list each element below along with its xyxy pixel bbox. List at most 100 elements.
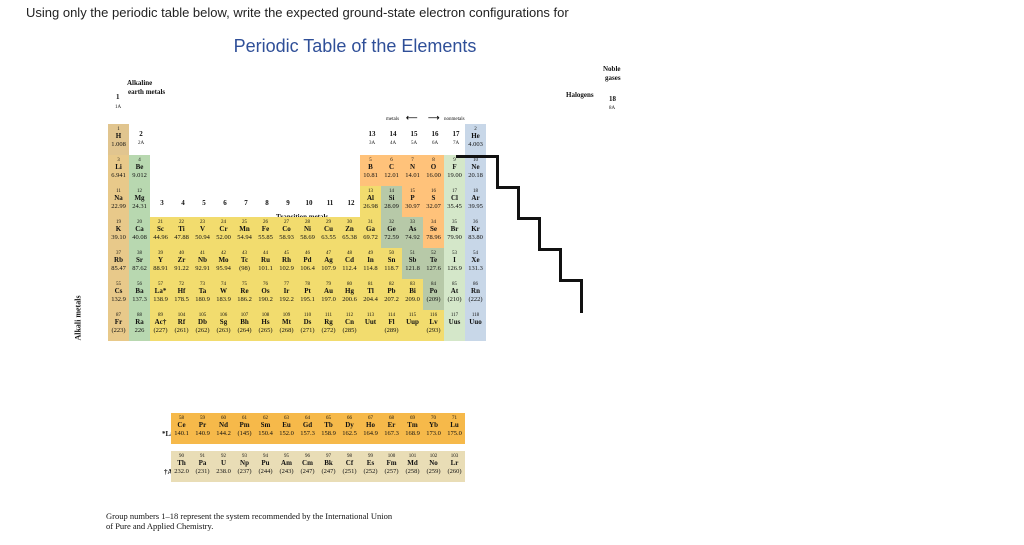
atomic-mass: 144.2: [216, 430, 231, 437]
element-symbol: Db: [198, 318, 207, 326]
atomic-number: 51: [410, 251, 415, 256]
group-number: 10: [305, 199, 313, 207]
atomic-number: 107: [240, 313, 249, 318]
atomic-number: 49: [368, 251, 373, 256]
element-symbol: Nd: [219, 421, 228, 429]
atomic-number: 59: [200, 416, 205, 421]
atomic-number: 18: [473, 189, 478, 194]
element-cell-tl: 81 Tl 204.4: [360, 279, 381, 310]
element-cell-pm: 61 Pm (145): [234, 413, 255, 444]
element-symbol: Dy: [345, 421, 354, 429]
atomic-number: 102: [429, 454, 438, 459]
element-cell-n: 7 N 14.01: [402, 155, 423, 186]
atomic-mass: 92.91: [195, 265, 210, 272]
element-cell-he: 2 He 4.003: [465, 124, 486, 155]
element-symbol: Os: [261, 287, 270, 295]
element-symbol: No: [429, 459, 438, 467]
atomic-number: 65: [326, 416, 331, 421]
element-symbol: Na: [114, 194, 123, 202]
atomic-mass: (231): [195, 468, 210, 475]
atomic-number: 53: [452, 251, 457, 256]
atomic-mass: 226: [134, 327, 145, 334]
atomic-number: 98: [347, 454, 352, 459]
atomic-number: 74: [221, 282, 226, 287]
element-cell-h: 1 H 1.008: [108, 124, 129, 155]
element-symbol: Lv: [429, 318, 438, 326]
element-cell-ac: 89 Ac† (227): [150, 310, 171, 341]
atomic-number: 19: [116, 220, 121, 225]
atomic-number: 91: [200, 454, 205, 459]
atomic-number: 61: [242, 416, 247, 421]
element-cell-rn: 86 Rn (222): [465, 279, 486, 310]
atomic-mass: 14.01: [405, 172, 420, 179]
element-symbol: At: [450, 287, 459, 295]
element-cell-ag: 47 Ag 107.9: [318, 248, 339, 279]
arrow-left-icon: ⟵: [406, 113, 418, 122]
atomic-number: 55: [116, 282, 121, 287]
atomic-mass: (263): [216, 327, 231, 334]
atomic-mass: 39.95: [468, 203, 483, 210]
atomic-number: 34: [431, 220, 436, 225]
atomic-number: 14: [389, 189, 394, 194]
atomic-mass: 197.0: [321, 296, 336, 303]
element-symbol: Es: [366, 459, 375, 467]
element-symbol: Mg: [134, 194, 145, 202]
group-header-7: 7: [240, 200, 252, 207]
atomic-number: 45: [284, 251, 289, 256]
atomic-number: 54: [473, 251, 478, 256]
element-symbol: Cr: [219, 225, 228, 233]
group-sublabel: 2A: [137, 141, 145, 146]
element-cell-pb: 82 Pb 207.2: [381, 279, 402, 310]
element-cell-tb: 65 Tb 158.9: [318, 413, 339, 444]
element-symbol: Lu: [450, 421, 459, 429]
atomic-mass: (251): [342, 468, 357, 475]
element-symbol: Tm: [407, 421, 418, 429]
atomic-mass: 190.2: [258, 296, 273, 303]
element-symbol: S: [431, 194, 436, 202]
atomic-number: 28: [305, 220, 310, 225]
element-symbol: Ac†: [154, 318, 167, 326]
footnote-line-2: of Pure and Applied Chemistry.: [106, 521, 214, 532]
atomic-number: 7: [411, 158, 414, 163]
atomic-mass: 126.9: [447, 265, 462, 272]
element-cell-ta: 73 Ta 180.9: [192, 279, 213, 310]
atomic-number: 23: [200, 220, 205, 225]
atomic-mass: 132.9: [111, 296, 126, 303]
atomic-mass: 195.1: [300, 296, 315, 303]
element-cell-sm: 62 Sm 150.4: [255, 413, 276, 444]
atomic-mass: 137.3: [132, 296, 147, 303]
atomic-mass: 1.008: [111, 141, 126, 148]
element-cell-mt: 109 Mt (268): [276, 310, 297, 341]
element-symbol: N: [409, 163, 416, 171]
element-cell-pu: 94 Pu (244): [255, 451, 276, 482]
atomic-mass: 55.85: [258, 234, 273, 241]
element-symbol: Cs: [114, 287, 123, 295]
element-cell-ir: 77 Ir 192.2: [276, 279, 297, 310]
atomic-number: 115: [408, 313, 417, 318]
element-symbol: Te: [429, 256, 438, 264]
element-symbol: Sr: [136, 256, 143, 264]
noble-label: Noble: [603, 65, 621, 73]
alkali-metals-label: Alkali metals: [73, 295, 83, 341]
element-cell-fr: 87 Fr (223): [108, 310, 129, 341]
atomic-mass: 78.96: [426, 234, 441, 241]
element-symbol: O: [430, 163, 437, 171]
group-number: 16: [431, 130, 439, 138]
element-cell-fm: 100 Fm (257): [381, 451, 402, 482]
element-cell-nb: 41 Nb 92.91: [192, 248, 213, 279]
element-cell-pr: 59 Pr 140.9: [192, 413, 213, 444]
atomic-mass: (247): [300, 468, 315, 475]
atomic-mass: (243): [279, 468, 294, 475]
atomic-mass: 24.31: [132, 203, 147, 210]
element-cell-ru: 44 Ru 101.1: [255, 248, 276, 279]
group-sublabel: 5A: [410, 141, 418, 146]
atomic-mass: 180.9: [195, 296, 210, 303]
element-cell-ga: 31 Ga 69.72: [360, 217, 381, 248]
element-cell-ti: 22 Ti 47.88: [171, 217, 192, 248]
element-cell-na: 11 Na 22.99: [108, 186, 129, 217]
atomic-number: 56: [137, 282, 142, 287]
atomic-mass: (293): [426, 327, 441, 334]
atomic-number: 96: [305, 454, 310, 459]
atomic-number: 17: [452, 189, 457, 194]
atomic-mass: (258): [405, 468, 420, 475]
